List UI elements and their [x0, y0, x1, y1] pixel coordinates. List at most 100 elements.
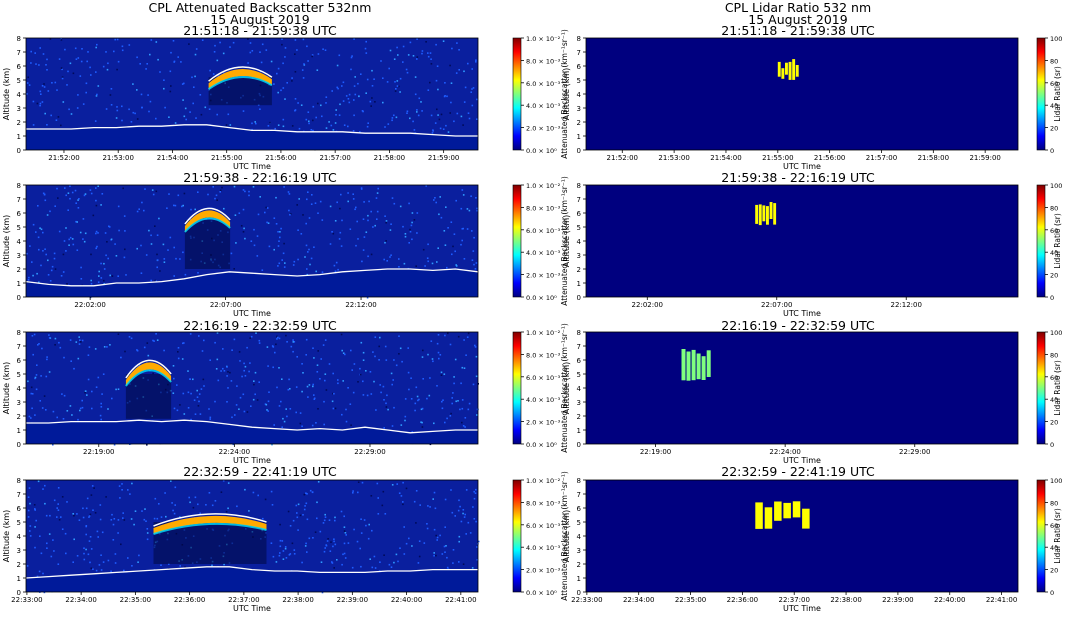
noise-speck [182, 342, 184, 345]
noise-speck [100, 554, 102, 556]
noise-speck [35, 519, 37, 522]
noise-speck [387, 123, 390, 125]
cloud-base-edge [208, 76, 273, 91]
noise-speck [32, 124, 35, 126]
noise-speck [91, 407, 93, 410]
noise-speck [146, 528, 149, 530]
noise-speck [160, 564, 162, 566]
noise-speck [457, 509, 460, 512]
right-column-title: CPL Lidar Ratio 532 nm 15 August 2019 [578, 1, 1018, 26]
noise-speck [190, 208, 192, 211]
noise-speck [373, 380, 375, 383]
x-tick-label: 22:39:00 [882, 596, 913, 604]
noise-speck [355, 206, 357, 209]
noise-speck [321, 219, 324, 221]
noise-speck [61, 496, 64, 498]
noise-speck [199, 94, 202, 96]
noise-speck [81, 48, 83, 50]
noise-speck [75, 202, 77, 204]
noise-speck [26, 82, 29, 84]
noise-speck [357, 481, 360, 483]
noise-speck [404, 233, 407, 235]
noise-speck [331, 562, 334, 564]
noise-speck [244, 488, 246, 491]
noise-speck [352, 492, 354, 494]
noise-speck [242, 208, 245, 211]
noise-speck [460, 520, 463, 523]
noise-speck [110, 519, 113, 521]
noise-speck [359, 547, 361, 550]
noise-speck [92, 214, 95, 217]
noise-speck [88, 346, 91, 348]
y-tick-label: 0 [577, 441, 581, 449]
noise-speck [382, 77, 384, 79]
noise-speck [272, 366, 274, 369]
noise-speck [434, 122, 437, 124]
noise-speck [452, 562, 454, 564]
noise-speck [271, 443, 273, 446]
noise-speck [274, 127, 276, 130]
noise-speck [63, 240, 66, 242]
noise-speck [44, 484, 46, 487]
noise-speck [61, 393, 63, 395]
noise-speck [56, 507, 58, 509]
noise-speck [323, 550, 326, 553]
x-tick-label: 21:52:00 [607, 154, 638, 162]
cloud-base-edge [153, 522, 267, 535]
noise-speck [80, 278, 83, 280]
noise-speck [410, 398, 413, 400]
noise-speck [324, 379, 326, 382]
noise-speck [400, 424, 403, 426]
noise-speck [146, 538, 149, 541]
noise-speck [295, 504, 298, 507]
noise-speck [34, 376, 37, 379]
noise-speck [174, 486, 177, 489]
noise-speck [365, 92, 367, 94]
noise-speck [450, 489, 452, 491]
noise-speck [129, 493, 131, 495]
x-tick-label: 21:56:00 [265, 154, 296, 162]
noise-speck [273, 424, 275, 426]
noise-speck [219, 191, 221, 193]
noise-speck [321, 591, 324, 594]
noise-speck [362, 394, 365, 396]
noise-speck [328, 363, 331, 365]
colorbar-tick-label: 0.0 × 10⁰ [526, 589, 557, 597]
noise-speck [435, 554, 437, 557]
noise-speck [475, 375, 478, 378]
noise-speck [286, 415, 288, 418]
y-tick-label: 3 [577, 105, 581, 113]
colorbar-tick-label: 100 [1050, 329, 1062, 337]
noise-speck [301, 363, 303, 365]
noise-speck [81, 399, 83, 402]
noise-speck [475, 520, 477, 523]
colorbar-tick-label: 0 [1050, 589, 1054, 597]
noise-speck [317, 212, 319, 214]
noise-speck [420, 101, 422, 103]
noise-speck [157, 58, 159, 61]
noise-speck [163, 349, 165, 352]
noise-speck [366, 394, 369, 397]
y-tick-label: 6 [577, 505, 582, 513]
noise-speck [172, 509, 174, 512]
colorbar-tick-label: 8.0 × 10⁻³ [526, 204, 561, 212]
noise-speck [105, 496, 107, 498]
noise-speck [79, 75, 82, 77]
y-tick-label: 4 [17, 91, 22, 99]
noise-speck [343, 515, 345, 518]
noise-speck [313, 398, 316, 400]
noise-speck [39, 90, 42, 93]
x-axis-label: UTC Time [233, 456, 271, 465]
noise-speck [68, 238, 70, 241]
noise-speck [37, 344, 39, 346]
noise-speck [233, 338, 236, 341]
noise-speck [95, 46, 97, 49]
noise-speck [445, 124, 447, 127]
noise-speck [421, 110, 423, 112]
noise-speck [381, 504, 384, 507]
noise-speck [325, 96, 328, 98]
y-tick-label: 6 [17, 505, 22, 513]
noise-speck [288, 554, 291, 556]
noise-speck [457, 400, 459, 402]
noise-speck [54, 205, 56, 207]
